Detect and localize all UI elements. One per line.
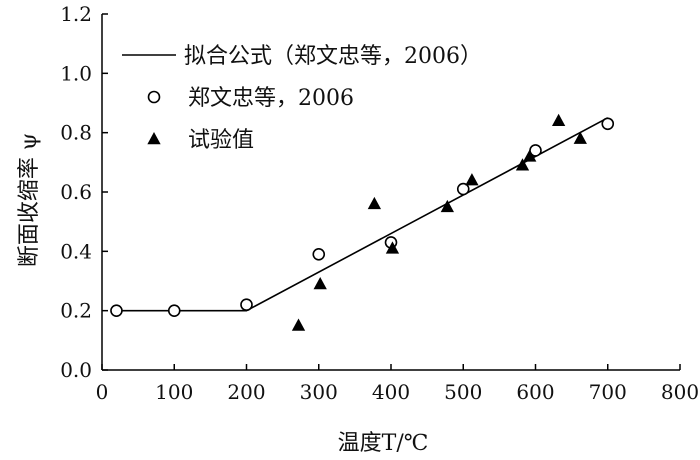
legend-label: 拟合公式（郑文忠等，2006）: [184, 44, 482, 69]
data-point-circle: [110, 304, 123, 317]
legend-label: 试验值: [188, 128, 254, 153]
data-point-triangle: [465, 173, 479, 186]
y-tick-label: 0.8: [60, 121, 92, 145]
data-point-triangle: [367, 196, 382, 210]
data-point-triangle: [551, 113, 566, 127]
data-point-triangle: [573, 131, 587, 144]
y-tick-label: 0.4: [60, 239, 92, 263]
data-point-circle: [601, 117, 615, 131]
data-point-triangle: [385, 241, 400, 254]
y-tick-label: 1.0: [60, 61, 92, 85]
x-tick-label: 400: [372, 380, 410, 404]
x-tick-label: 700: [589, 380, 627, 404]
axes: 0 100 200 300 400 500 600 700 800 0.0 0.2 0.4 0.6 0.8…: [60, 2, 699, 404]
data-point-triangle: [440, 199, 455, 213]
y-tick-label: 0.6: [60, 180, 92, 204]
x-tick-label: 500: [444, 380, 482, 404]
y-tick-label: 0.0: [60, 358, 92, 382]
x-axis-title: 温度T/℃: [338, 431, 429, 456]
y-tick-label: 0.2: [60, 299, 92, 323]
data-point-circle: [312, 248, 326, 261]
data-point-circle: [167, 304, 181, 317]
legend-triangle-key: [147, 132, 161, 145]
x-tick-label: 0: [96, 380, 109, 404]
data-point-triangle: [291, 318, 306, 331]
data-point-triangle: [313, 276, 327, 290]
data-point-triangle: [515, 158, 530, 171]
data-point-triangle: [523, 149, 537, 162]
legend: 拟合公式（郑文忠等，2006） 郑文忠等，2006 试验值: [122, 44, 482, 153]
x-tick-label: 200: [227, 380, 265, 404]
x-tick-label: 100: [155, 380, 193, 404]
y-tick-label: 1.2: [60, 2, 92, 26]
legend-label: 郑文忠等，2006: [188, 86, 354, 111]
data-point-circle: [456, 182, 470, 196]
y-axis-title: 断面收缩率 ψ: [17, 133, 42, 267]
legend-circle-key: [147, 90, 161, 104]
data-point-circle: [240, 298, 253, 312]
x-tick-label: 800: [661, 380, 699, 404]
x-tick-label: 300: [300, 380, 338, 404]
plot-area: [110, 113, 615, 331]
x-tick-label: 600: [516, 380, 554, 404]
